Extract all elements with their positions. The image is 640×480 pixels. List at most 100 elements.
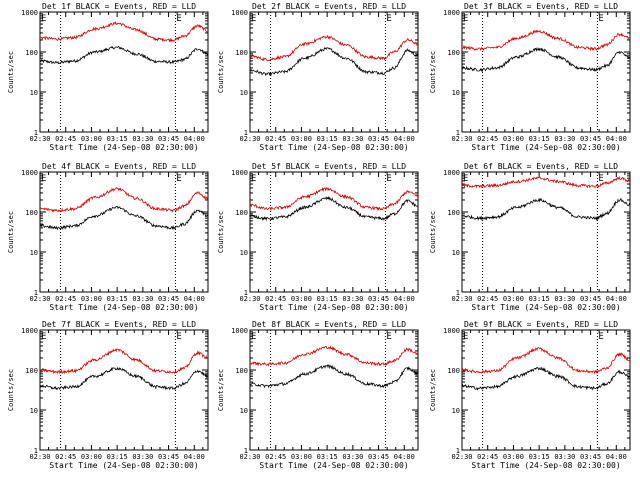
x-tick-label: 03:30 xyxy=(554,135,575,143)
x-tick-label: 03:30 xyxy=(342,453,363,461)
x-tick-label: 03:15 xyxy=(107,453,128,461)
plot-frame xyxy=(39,11,209,133)
x-tick-label: 03:15 xyxy=(317,453,338,461)
series-events xyxy=(249,364,419,389)
x-tick-label: 03:30 xyxy=(342,135,363,143)
x-tick-label: 03:45 xyxy=(368,135,389,143)
x-tick-label: 03:00 xyxy=(291,453,312,461)
panel-8: Det 8f BLACK = Events, RED = LLD 1 10 100 10… xyxy=(217,320,419,470)
x-tick-label: 03:15 xyxy=(529,295,550,303)
y-tick-label: 10 xyxy=(30,407,38,415)
x-tick-label: 04:00 xyxy=(184,295,205,303)
y-tick-label: 1 xyxy=(456,129,460,137)
y-tick-label: 1 xyxy=(456,447,460,455)
x-tick-label: 02:45 xyxy=(55,135,76,143)
x-tick-label: 04:00 xyxy=(394,135,415,143)
panel-1: Det 1f BLACK = Events, RED = LLD 1 10 100 10… xyxy=(7,2,209,152)
x-tick-label: 02:45 xyxy=(55,453,76,461)
x-axis-label: Start Time (24-Sep-08 02:30:00) xyxy=(259,303,408,312)
x-tick-label: 03:15 xyxy=(529,135,550,143)
x-tick-label: 02:30 xyxy=(239,453,260,461)
y-axis-label: Counts/sec xyxy=(429,51,437,93)
y-tick-label: 1000 xyxy=(231,169,248,177)
series-lld xyxy=(249,345,419,367)
y-tick-label: 100 xyxy=(25,49,38,57)
y-axis-label: Counts/sec xyxy=(429,211,437,253)
x-tick-label: 03:00 xyxy=(291,295,312,303)
series-events xyxy=(39,45,209,65)
y-tick-label: 1 xyxy=(34,447,38,455)
x-tick-label: 02:45 xyxy=(477,135,498,143)
x-tick-label: 02:45 xyxy=(265,135,286,143)
y-axis-label: Counts/sec xyxy=(7,369,15,411)
y-axis-label: Counts/sec xyxy=(217,211,225,253)
x-tick-label: 02:45 xyxy=(55,295,76,303)
x-tick-label: 03:00 xyxy=(503,135,524,143)
x-tick-label: 02:30 xyxy=(29,295,50,303)
y-tick-label: 1000 xyxy=(21,327,38,335)
y-tick-label: 1000 xyxy=(231,9,248,17)
panel-title: Det 9f BLACK = Events, RED = LLD xyxy=(464,320,618,329)
x-tick-label: 03:15 xyxy=(107,295,128,303)
x-tick-label: 02:30 xyxy=(451,135,472,143)
panel-title: Det 8f BLACK = Events, RED = LLD xyxy=(252,320,406,329)
x-tick-label: 03:45 xyxy=(158,453,179,461)
y-tick-label: 100 xyxy=(25,367,38,375)
y-tick-label: 10 xyxy=(30,249,38,257)
y-tick-label: 1000 xyxy=(443,169,460,177)
x-tick-label: 03:30 xyxy=(132,135,153,143)
panel-5: Det 5f BLACK = Events, RED = LLD 1 10 100 10… xyxy=(217,162,419,312)
x-tick-label: 03:15 xyxy=(529,453,550,461)
series-lld xyxy=(39,348,209,375)
y-tick-label: 1 xyxy=(244,289,248,297)
flag-right: E xyxy=(176,14,181,24)
x-tick-label: 02:30 xyxy=(29,453,50,461)
y-tick-label: 10 xyxy=(240,89,248,97)
flag-right: E xyxy=(598,174,603,184)
panel-3: Det 3f BLACK = Events, RED = LLD 1 10 100 10… xyxy=(429,2,631,152)
x-tick-label: 03:45 xyxy=(158,135,179,143)
x-tick-label: 03:45 xyxy=(158,295,179,303)
x-tick-label: 04:00 xyxy=(606,295,627,303)
y-tick-label: 1000 xyxy=(443,9,460,17)
y-tick-label: 1 xyxy=(34,289,38,297)
x-tick-label: 02:30 xyxy=(451,453,472,461)
x-tick-label: 03:30 xyxy=(554,453,575,461)
x-axis-label: Start Time (24-Sep-08 02:30:00) xyxy=(259,461,408,470)
flag-left: E xyxy=(41,14,46,24)
panel-title: Det 7f BLACK = Events, RED = LLD xyxy=(42,320,196,329)
plot-frame xyxy=(39,171,209,293)
series-lld xyxy=(39,20,209,43)
series-events xyxy=(461,197,631,222)
x-tick-label: 03:15 xyxy=(317,295,338,303)
x-axis-label: Start Time (24-Sep-08 02:30:00) xyxy=(471,461,620,470)
x-tick-label: 04:00 xyxy=(394,453,415,461)
series-events xyxy=(249,195,419,222)
plot-frame xyxy=(249,171,419,293)
x-tick-label: 03:00 xyxy=(81,453,102,461)
y-tick-label: 10 xyxy=(452,249,460,257)
panel-title: Det 2f BLACK = Events, RED = LLD xyxy=(252,2,406,11)
series-lld xyxy=(249,35,419,62)
plot-frame xyxy=(249,329,419,451)
flag-left: E xyxy=(463,174,468,184)
y-tick-label: 1 xyxy=(34,129,38,137)
series-events xyxy=(249,47,419,77)
plot-frame xyxy=(461,11,631,133)
y-tick-label: 1000 xyxy=(21,169,38,177)
panel-title: Det 3f BLACK = Events, RED = LLD xyxy=(464,2,618,11)
y-tick-label: 10 xyxy=(452,407,460,415)
y-tick-label: 100 xyxy=(447,367,460,375)
y-axis-label: Counts/sec xyxy=(7,51,15,93)
y-tick-label: 1 xyxy=(244,447,248,455)
x-tick-label: 03:00 xyxy=(291,135,312,143)
y-axis-label: Counts/sec xyxy=(217,51,225,93)
y-axis-label: Counts/sec xyxy=(429,369,437,411)
flag-left: E xyxy=(251,14,256,24)
plot-frame xyxy=(461,171,631,293)
series-events xyxy=(461,366,631,391)
y-tick-label: 100 xyxy=(447,209,460,217)
y-tick-label: 10 xyxy=(30,89,38,97)
x-tick-label: 03:00 xyxy=(503,295,524,303)
